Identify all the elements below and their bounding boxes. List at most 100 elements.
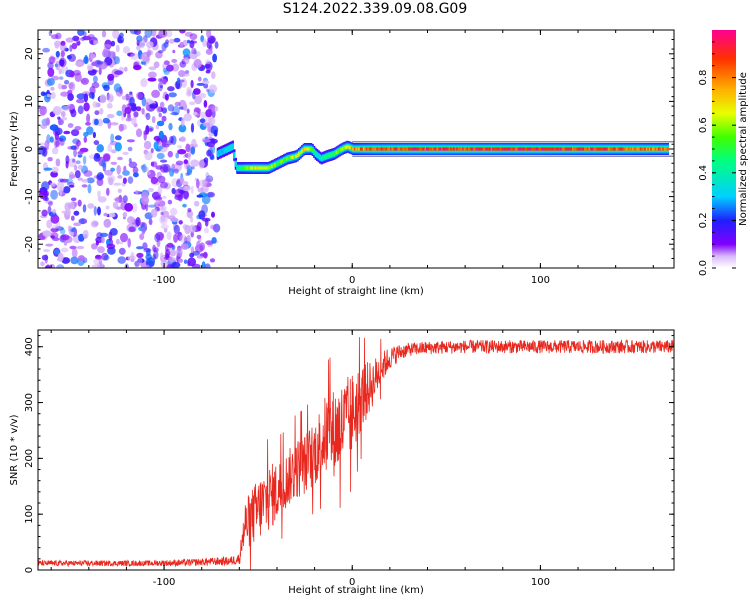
spectrogram-noise-blob <box>189 252 195 258</box>
spectrogram-ridge-cell <box>531 147 534 151</box>
spectrogram-ridge-cell <box>546 147 549 151</box>
spectrogram-noise-blob <box>190 159 200 167</box>
spectrogram-noise-blob <box>112 30 120 39</box>
spectrogram-noise-blob <box>70 197 77 202</box>
spectrogram-noise-blob <box>143 248 152 253</box>
spectrogram-noise-blob <box>210 138 218 144</box>
spectrogram-noise-blob <box>183 159 188 165</box>
spectrogram-ridge-cell <box>626 147 629 151</box>
spectrogram-y-tick-label: 0 <box>24 146 35 152</box>
spectrogram-ridge-cell <box>403 147 406 151</box>
spectrogram-noise-blob <box>205 48 213 55</box>
spectrogram-noise-blob <box>69 228 76 233</box>
spectrogram-ridge-cell <box>581 147 584 151</box>
spectrogram-ridge-cell <box>647 147 650 151</box>
spectrogram-ridge-cell <box>412 147 415 151</box>
spectrogram-noise-blob <box>141 227 146 235</box>
spectrogram-ridge-cell <box>392 147 396 151</box>
spectrogram-noise-blob <box>177 149 187 155</box>
spectrogram-ridge-cell <box>389 147 393 151</box>
spectrogram-noise-blob <box>129 30 139 35</box>
spectrogram-noise-blob <box>107 143 112 152</box>
spectrogram-ridge-cell <box>537 147 540 151</box>
spectrogram-noise-blob <box>117 36 125 44</box>
spectrogram-noise-blob <box>176 247 183 257</box>
spectrogram-noise-blob <box>203 157 209 164</box>
spectrogram-noise-blob <box>60 116 68 121</box>
spectrogram-ridge-cell <box>582 147 585 151</box>
spectrogram-noise-blob <box>137 256 143 266</box>
spectrogram-ridge-cell <box>505 147 508 151</box>
spectrogram-ridge-cell <box>421 147 424 151</box>
spectrogram-noise-blob <box>139 233 145 240</box>
spectrogram-ridge-cell <box>534 147 537 151</box>
spectrogram-ridge-cell <box>660 147 663 151</box>
spectrogram-ridge-cell <box>224 148 227 152</box>
spectrogram-noise-blob <box>49 124 59 131</box>
spectrogram-ridge-cell <box>293 155 296 159</box>
spectrogram-ridge-cell <box>471 147 474 151</box>
spectrogram-ridge-cell <box>572 147 575 151</box>
spectrogram-ridge-cell <box>621 147 624 151</box>
spectrogram-noise-blob <box>145 101 150 111</box>
spectrogram-ridge-cell <box>296 153 299 157</box>
spectrogram-noise-blob <box>202 38 208 47</box>
spectrogram-noise-blob <box>110 161 118 165</box>
spectrogram-noise-blob <box>83 136 88 143</box>
spectrogram-noise-blob <box>181 73 190 77</box>
spectrogram-noise-blob <box>74 126 82 131</box>
spectrogram-noise-blob <box>196 178 200 189</box>
spectrogram-noise-blob <box>93 258 101 265</box>
spectrogram-noise-blob <box>185 172 190 176</box>
spectrogram-ridge-cell <box>257 166 260 170</box>
colorbar-tick-label: 0.6 <box>698 117 709 133</box>
spectrogram-noise-blob <box>175 80 181 90</box>
spectrogram-noise-blob <box>103 212 108 217</box>
spectrogram-ridge-cell <box>240 166 243 170</box>
colorbar-tick-label: 0.0 <box>698 260 709 276</box>
spectrogram-noise-blob <box>85 121 91 126</box>
spectrogram-ridge-cell <box>230 145 233 149</box>
spectrogram-noise-blob <box>70 145 77 150</box>
spectrogram-noise-blob <box>155 231 165 241</box>
spectrogram-ridge-cell <box>377 147 380 151</box>
spectrogram-ridge-cell <box>362 147 365 151</box>
spectrogram-ridge-cell <box>394 147 397 151</box>
spectrogram-noise-blob <box>77 105 84 115</box>
spectrogram-noise-blob <box>97 190 101 199</box>
spectrogram-noise-blob <box>76 245 85 250</box>
spectrogram-ridge-cell <box>221 150 224 154</box>
spectrogram-noise-blob <box>156 238 161 248</box>
spectrogram-noise-blob <box>66 181 75 187</box>
spectrogram-ridge-cell <box>353 147 356 151</box>
spectrogram-noise-blob <box>136 35 143 43</box>
spectrogram-ridge-cell <box>441 147 444 151</box>
spectrogram-noise-blob <box>161 107 168 114</box>
spectrogram-noise-blob <box>202 80 210 85</box>
spectrogram-noise-blob <box>97 246 105 254</box>
spectrogram-ridge-cell <box>499 147 502 151</box>
spectrogram-noise-blob <box>166 231 172 241</box>
spectrogram-noise-blob <box>46 78 55 86</box>
spectrogram-noise-blob <box>57 83 63 90</box>
spectrogram-ridge-cell <box>368 147 371 151</box>
spectrogram-ridge-cell <box>406 147 409 151</box>
spectrogram-noise-blob <box>141 195 149 206</box>
spectrogram-noise-blob <box>198 210 206 220</box>
spectrogram-ridge-cell <box>245 166 248 170</box>
spectrogram-ridge-cell <box>337 149 340 153</box>
spectrogram-ridge-cell <box>462 147 465 151</box>
spectrogram-ridge-cell <box>423 147 426 151</box>
spectrogram-noise-blob <box>131 116 137 126</box>
spectrogram-noise-blob <box>171 58 178 63</box>
spectrogram-noise-blob <box>193 111 198 116</box>
colorbar-tick-label: 0.8 <box>698 70 709 86</box>
spectrogram-noise-blob <box>214 41 219 49</box>
spectrogram-ridge-cell <box>430 147 433 151</box>
spectrogram-noise-blob <box>46 264 51 268</box>
spectrogram-ridge-cell <box>379 147 382 151</box>
spectrogram-ridge-cell <box>225 147 228 152</box>
spectrogram-noise-blob <box>212 53 218 63</box>
spectrogram-noise-blob <box>178 124 187 133</box>
